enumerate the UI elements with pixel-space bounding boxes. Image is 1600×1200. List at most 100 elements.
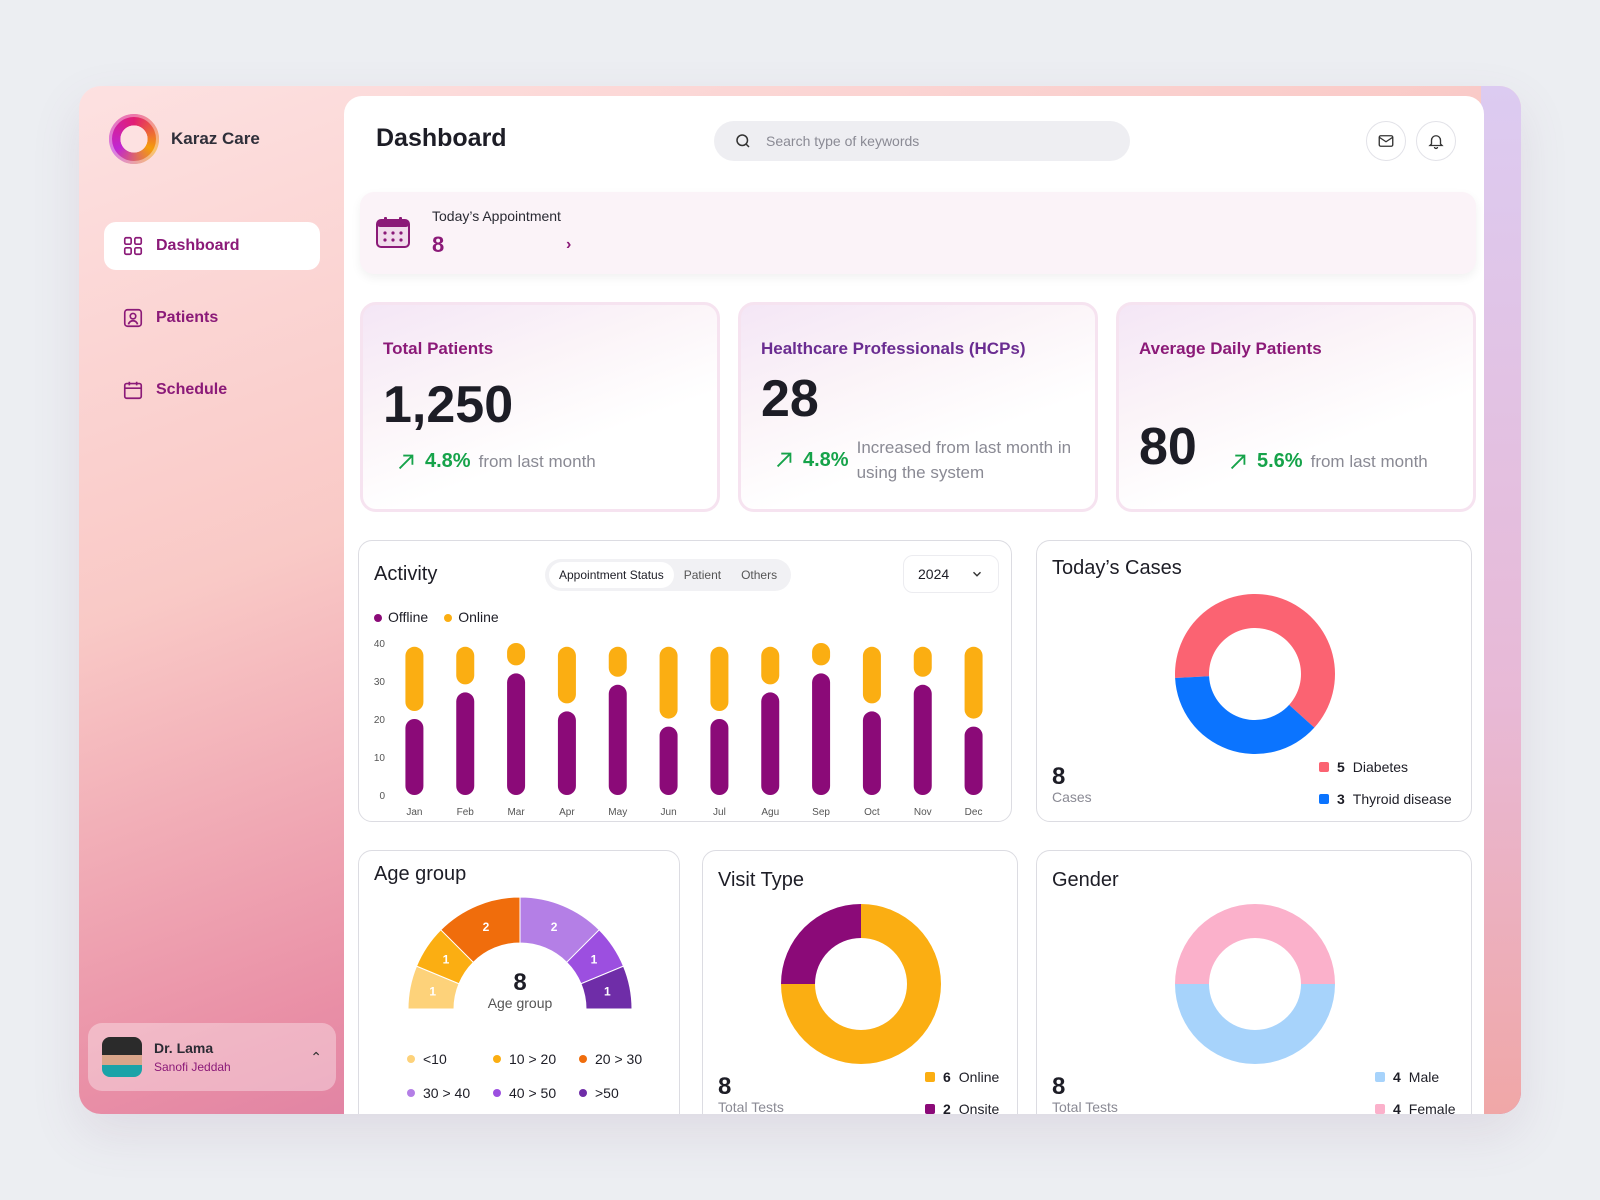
visit-type-card: Visit Type 8 Total Tests 6 Online 2 Onsite [702, 850, 1018, 1114]
bar-online[interactable] [456, 646, 475, 685]
bar-offline[interactable] [659, 726, 678, 795]
stat-note: from last month [478, 452, 596, 471]
x-tick-label: Nov [914, 807, 932, 818]
bar-offline[interactable] [964, 726, 983, 795]
age-legend-item: 20 > 30 [579, 1051, 665, 1067]
bar-offline[interactable] [761, 692, 780, 795]
age-legend-item: <10 [407, 1051, 493, 1067]
brand[interactable]: Karaz Care [109, 114, 260, 164]
page-title: Dashboard [376, 124, 507, 152]
visit-type-donut-chart [781, 904, 941, 1064]
avatar [102, 1037, 142, 1077]
y-tick-label: 10 [374, 753, 386, 764]
tab-patient[interactable]: Patient [683, 568, 722, 582]
y-tick-label: 20 [374, 715, 386, 726]
main-content: Dashboard Today’s Appoi [344, 96, 1484, 1114]
stat-value: 28 [761, 370, 819, 428]
bar-online[interactable] [761, 646, 780, 685]
bar-offline[interactable] [862, 711, 881, 795]
donut-slice[interactable] [1175, 676, 1315, 754]
x-tick-label: Feb [457, 807, 475, 818]
bar-online[interactable] [405, 646, 424, 711]
donut-slice[interactable] [781, 904, 861, 984]
bar-offline[interactable] [812, 673, 831, 795]
age-group-chart: 1 1 2 2 1 1 [407, 896, 633, 1010]
x-tick-label: Dec [965, 807, 983, 818]
stat-title: Healthcare Professionals (HCPs) [761, 339, 1026, 358]
stat-note: from last month [1310, 452, 1428, 471]
chevron-down-icon [973, 571, 981, 577]
sidebar-item-label: Schedule [156, 381, 228, 398]
sidebar-item-schedule[interactable]: Schedule [104, 366, 320, 414]
x-tick-label: Apr [559, 807, 575, 818]
stat-card-average-daily: Average Daily Patients 80 5.6% from last… [1116, 302, 1476, 512]
bar-offline[interactable] [405, 719, 424, 795]
sidebar-item-dashboard[interactable]: Dashboard [104, 222, 320, 270]
mail-button[interactable] [1366, 121, 1406, 161]
user-org: Sanofi Jeddah [154, 1060, 231, 1074]
bar-offline[interactable] [557, 711, 576, 795]
chevron-right-icon[interactable]: › [566, 236, 572, 253]
age-legend-item: 30 > 40 [407, 1085, 493, 1101]
search-bar[interactable] [714, 121, 1130, 161]
activity-card: Activity Appointment Status Patient Othe… [358, 540, 1012, 822]
donut-slice[interactable] [1175, 594, 1335, 728]
age-group-title: Age group [374, 863, 467, 885]
bar-online[interactable] [507, 643, 526, 666]
legend-onsite: 2 Onsite [925, 1101, 999, 1114]
brand-name: Karaz Care [171, 129, 260, 148]
bar-online[interactable] [812, 643, 831, 666]
gender-title: Gender [1052, 869, 1119, 891]
tab-appointment-status[interactable]: Appointment Status [549, 562, 674, 588]
stat-card-hcps: Healthcare Professionals (HCPs) 28 4.8% … [738, 302, 1098, 512]
bar-online[interactable] [964, 646, 983, 719]
chevron-up-icon[interactable]: ⌃ [310, 1048, 322, 1065]
year-select[interactable]: 2024 [903, 555, 999, 593]
gender-card: Gender 8 Total Tests 4 Male 4 Female [1036, 850, 1472, 1114]
bar-offline[interactable] [913, 684, 932, 795]
patient-icon [123, 308, 143, 328]
activity-tabs: Appointment Status Patient Others [545, 559, 792, 591]
appointment-card[interactable]: Today’s Appointment 8 › [360, 192, 1476, 274]
legend-diabetes: 5 Diabetes [1319, 759, 1408, 775]
bar-online[interactable] [913, 646, 932, 677]
bar-offline[interactable] [710, 719, 729, 795]
x-tick-label: Jun [661, 807, 677, 818]
legend-female: 4 Female [1375, 1101, 1455, 1114]
trend-up-icon [776, 452, 792, 468]
notification-button[interactable] [1416, 121, 1456, 161]
bar-online[interactable] [608, 646, 627, 677]
x-tick-label: Jan [406, 807, 422, 818]
legend-thyroid: 3 Thyroid disease [1319, 791, 1452, 807]
bar-offline[interactable] [456, 692, 475, 795]
donut-slice[interactable] [1175, 984, 1335, 1064]
age-segment[interactable] [580, 965, 633, 1010]
age-group-center-value: 8 [513, 969, 527, 996]
tab-others[interactable]: Others [741, 568, 778, 582]
stat-note: Increased from last month in using the s… [856, 438, 1072, 482]
sidebar-item-patients[interactable]: Patients [104, 294, 320, 342]
bar-online[interactable] [862, 646, 881, 704]
sidebar-item-label: Patients [156, 309, 219, 326]
bar-online[interactable] [710, 646, 729, 711]
y-tick-label: 40 [374, 639, 386, 650]
bar-online[interactable] [557, 646, 576, 704]
logo-icon [109, 114, 159, 164]
user-card[interactable]: Dr. Lama Sanofi Jeddah ⌃ [88, 1023, 336, 1091]
y-tick-label: 30 [374, 677, 386, 688]
legend-offline: Offline [374, 609, 428, 625]
stat-title: Total Patients [383, 339, 494, 358]
search-input[interactable] [766, 133, 1086, 149]
donut-slice[interactable] [781, 904, 941, 1064]
bar-offline[interactable] [608, 684, 627, 795]
bar-offline[interactable] [507, 673, 526, 795]
stat-percent: 5.6% [1257, 450, 1303, 472]
stat-title: Average Daily Patients [1139, 339, 1322, 358]
age-legend-item: >50 [579, 1085, 665, 1101]
age-group-card: Age group 1 1 2 2 1 1 8 Age group <10 10 > 20 2… [358, 850, 680, 1114]
bar-online[interactable] [659, 646, 678, 719]
appointment-count: 8 [432, 232, 445, 257]
donut-slice[interactable] [1175, 904, 1335, 984]
age-segment-label: 1 [429, 985, 436, 999]
stat-value: 1,250 [383, 376, 514, 434]
